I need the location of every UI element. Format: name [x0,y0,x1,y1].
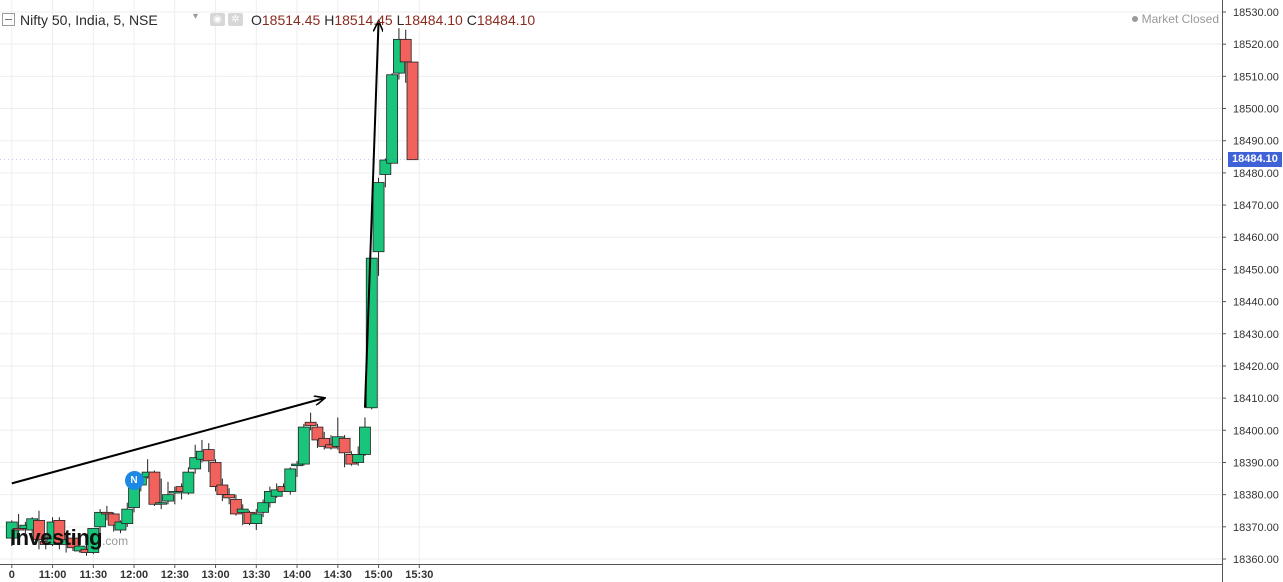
x-tick-label: 15:30 [405,569,433,581]
x-tick-label: 11:30 [80,569,108,581]
candle-body [359,426,371,455]
candle-body [87,528,100,553]
candle-body [94,511,106,528]
candle-body [33,519,45,541]
logo-suffix: .com [102,534,129,548]
y-tick-label: 18530.00 [1233,7,1279,19]
candle-body [209,462,222,488]
candle-body [406,61,419,161]
candle-body [148,471,161,505]
x-tick-label: 14:30 [324,569,352,581]
trend-arrow [11,398,324,485]
news-marker[interactable]: N [124,470,144,490]
candle-body [189,457,202,470]
candle-body [386,74,399,164]
candle-body [121,508,134,525]
high-value: 18514.45 [334,12,393,28]
candle-body [372,182,385,253]
candle-body [128,487,140,508]
y-tick-label: 18400.00 [1233,425,1279,437]
candle-body [311,426,324,441]
market-status: Market Closed [1131,12,1219,26]
candle-body [284,468,297,492]
candle-body [365,257,378,409]
candle-body [216,484,229,496]
y-tick-label: 18470.00 [1233,200,1279,212]
y-tick-label: 18360.00 [1233,554,1279,566]
y-tick-label: 18480.00 [1233,168,1279,180]
candle-body [223,494,236,499]
candle-body [399,38,412,63]
low-label: L [396,12,405,28]
market-status-label: Market Closed [1141,12,1219,26]
x-tick-label: 12:30 [161,569,189,581]
candle-body [155,502,168,505]
y-tick-label: 18370.00 [1233,522,1279,534]
y-tick-label: 18500.00 [1233,104,1279,116]
gear-icon[interactable]: ✲ [228,13,243,26]
x-tick-label: 12:00 [120,569,148,581]
x-tick-label: 15:00 [364,569,392,581]
last-price-badge: 18484.10 [1228,152,1282,168]
candle-body [73,545,86,552]
x-tick-label: 13:00 [201,569,229,581]
close-label: C [466,12,477,28]
y-tick-label: 18410.00 [1233,393,1279,405]
candle-body [318,437,331,447]
candle-body [236,508,249,513]
chevron-down-icon[interactable]: ▾ [193,11,199,22]
candle-body [230,499,242,515]
close-value: 18484.10 [476,12,536,28]
candle-body [304,421,317,426]
y-tick-label: 18490.00 [1233,136,1279,148]
chart-header: Nifty 50, India, 5, NSE ▾ ◉ ✲ O18514.45 … [0,0,900,40]
trend-arrow [363,22,379,408]
candle-body [53,519,66,544]
logo-brand: Investing [10,525,103,550]
x-tick-label: 11:00 [39,569,67,581]
candle-body [338,437,351,454]
collapse-legend-icon[interactable] [2,13,15,26]
ohlc-readout: O18514.45 H18514.45 L18484.10 C18484.10 [251,12,535,28]
eye-icon[interactable]: ◉ [210,13,225,26]
candle-body [182,471,195,494]
candle-body [291,463,303,467]
status-dot-icon [1131,16,1138,22]
open-value: 18514.45 [261,12,321,28]
y-tick-label: 18420.00 [1233,361,1279,373]
candle-body [250,513,263,525]
y-tick-label: 18380.00 [1233,490,1279,502]
candle-body [379,159,392,175]
candle-body [12,528,25,531]
candle-body [263,491,276,504]
x-tick-label: 14:00 [283,569,311,581]
investing-logo: Investing.com [10,525,128,551]
y-tick-label: 18460.00 [1233,232,1279,244]
y-tick-label: 18510.00 [1233,71,1279,83]
candle-body [257,502,269,513]
x-tick-label: 13:30 [242,569,270,581]
low-value: 18484.10 [404,12,463,28]
open-label: O [251,12,262,28]
candle-body [270,489,283,497]
candle-body [67,537,79,549]
candle-body [107,513,120,526]
candle-body [168,491,181,494]
candle-body [162,494,174,502]
symbol-title[interactable]: Nifty 50, India, 5, NSE [20,12,158,28]
y-tick-label: 18430.00 [1233,329,1279,341]
candle-body [297,426,310,465]
y-tick-label: 18450.00 [1233,264,1279,276]
candle-body [202,449,215,462]
high-label: H [324,12,335,28]
candle-body [100,511,113,515]
y-tick-label: 18390.00 [1233,457,1279,469]
y-tick-label: 18520.00 [1233,39,1279,51]
y-tick-label: 18440.00 [1233,297,1279,309]
candle-body [352,454,365,463]
x-tick-label: 0 [9,569,15,581]
candle-body [114,521,127,531]
